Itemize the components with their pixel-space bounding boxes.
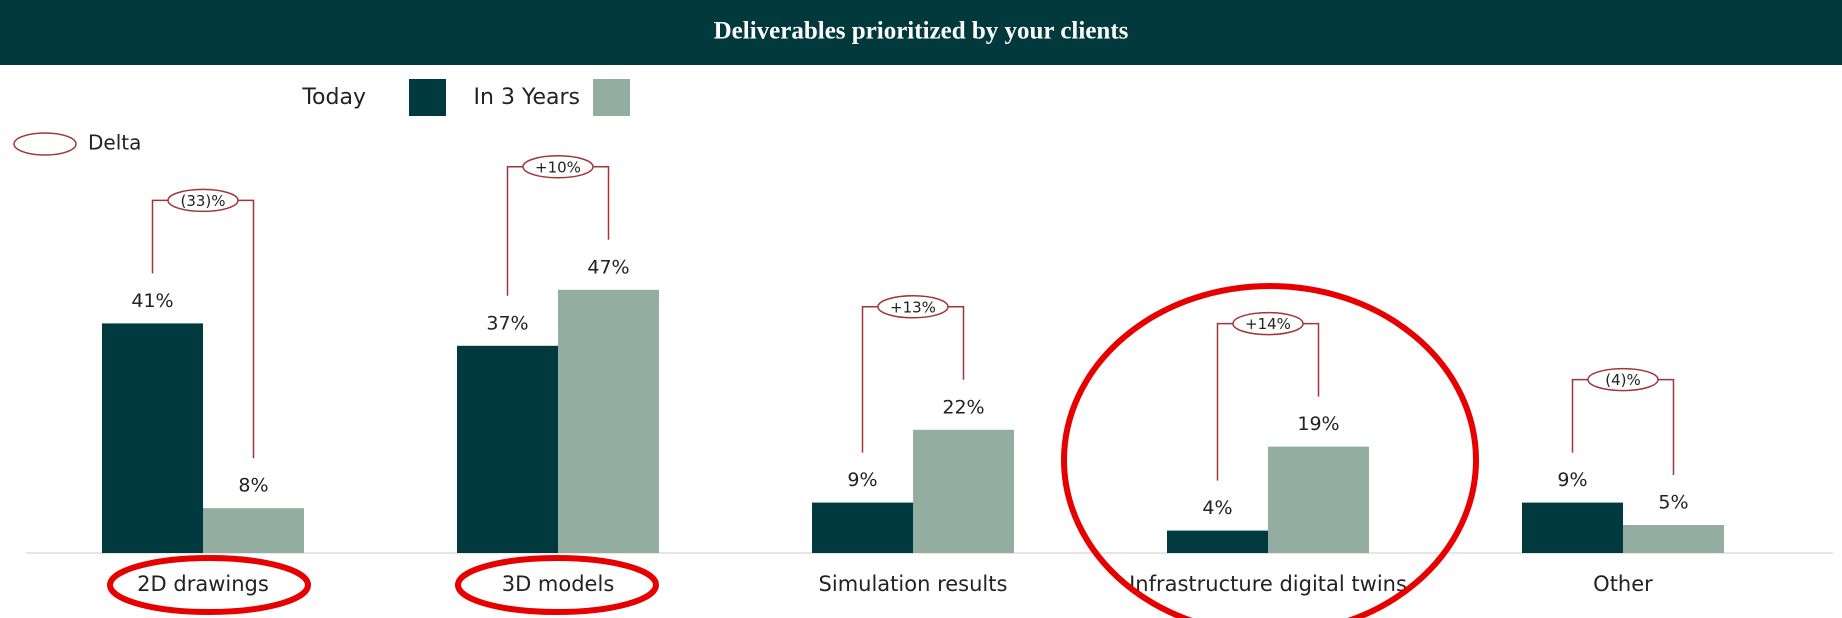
bar [102,323,203,553]
value-label: 9% [1557,469,1587,491]
delta-bubble [1232,311,1304,336]
legend-delta-symbol [13,132,77,156]
delta-label: +13% [890,298,936,316]
highlight [1061,283,1479,618]
bar [1522,502,1623,553]
bar [812,502,913,553]
delta-bubble [167,188,239,213]
value-label: 4% [1202,497,1232,519]
bar [913,429,1014,553]
delta-bracket [1571,378,1675,475]
x-tick-label: 3D models [502,572,615,596]
highlight [107,555,311,615]
value-label: 5% [1658,492,1688,514]
delta-bubble [522,155,594,179]
legend-swatch [593,79,630,116]
chart-title: Deliverables prioritized by your clients [714,18,1129,45]
bar [203,508,304,553]
bar [1268,446,1369,553]
title-bar [0,0,1842,65]
delta-label: +10% [535,158,581,176]
bar [457,345,558,553]
delta-label: (33)% [180,192,225,210]
bar [1167,530,1268,553]
legend-label: Today [301,85,366,110]
delta-label: (4)% [1605,371,1641,389]
value-label: 41% [131,290,173,312]
delta-bubble [1587,367,1659,392]
x-tick-label: Simulation results [819,572,1008,596]
delta-label: +14% [1245,315,1291,333]
delta-bubble [877,295,949,319]
value-label: 9% [847,469,877,491]
legend-label: In 3 Years [474,85,580,110]
x-tick-label: Other [1593,572,1653,596]
x-tick-label: 2D drawings [137,572,269,596]
value-label: 19% [1297,413,1339,435]
value-label: 47% [587,256,629,278]
bar [1623,525,1724,553]
x-tick-label: Infrastructure digital twins [1129,572,1407,596]
bar [558,289,659,553]
value-label: 22% [942,396,984,418]
legend-label: Delta [88,131,141,155]
value-label: 37% [486,312,528,334]
highlights [107,283,1479,618]
highlight [455,555,659,615]
legend-swatch [409,79,446,116]
value-label: 8% [238,475,268,497]
